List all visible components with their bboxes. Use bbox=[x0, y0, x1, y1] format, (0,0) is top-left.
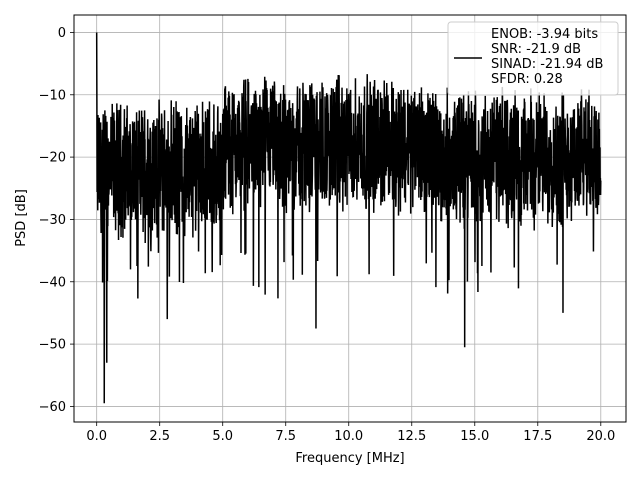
x-axis-label: Frequency [MHz] bbox=[295, 451, 404, 466]
x-tick-label: 0.0 bbox=[86, 429, 107, 444]
x-tick-label: 2.5 bbox=[149, 429, 170, 444]
psd-series-line bbox=[95, 32, 602, 404]
legend-line-enob: ENOB: -3.94 bits bbox=[491, 27, 598, 42]
plot-area bbox=[95, 32, 602, 404]
x-tick-label: 15.0 bbox=[460, 429, 489, 444]
y-tick-label: −50 bbox=[39, 338, 66, 353]
axes-frame bbox=[73, 14, 627, 423]
x-tick-label: 10.0 bbox=[334, 429, 363, 444]
legend: ENOB: -3.94 bits SNR: -21.9 dB SINAD: -2… bbox=[447, 21, 619, 96]
y-tick-label: −10 bbox=[39, 88, 66, 103]
x-tick-label: 7.5 bbox=[275, 429, 296, 444]
x-tick-label: 17.5 bbox=[523, 429, 552, 444]
y-axis: 0 −10 −20 −30 −40 −50 −60 bbox=[39, 26, 74, 415]
x-axis: 0.0 2.5 5.0 7.5 10.0 12.5 15.0 17.5 20.0 bbox=[86, 422, 615, 444]
y-tick-label: −30 bbox=[39, 213, 66, 228]
y-tick-label: −60 bbox=[39, 400, 66, 415]
y-tick-label: −20 bbox=[39, 151, 66, 166]
y-axis-label: PSD [dB] bbox=[14, 189, 29, 247]
legend-line-sfdr: SFDR: 0.28 bbox=[491, 72, 563, 87]
legend-box bbox=[447, 21, 619, 96]
legend-line-snr: SNR: -21.9 dB bbox=[491, 42, 581, 57]
legend-line-sinad: SINAD: -21.94 dB bbox=[491, 57, 603, 72]
y-tick-label: 0 bbox=[58, 26, 66, 41]
x-tick-label: 12.5 bbox=[397, 429, 426, 444]
x-tick-label: 20.0 bbox=[586, 429, 615, 444]
y-tick-label: −40 bbox=[39, 275, 66, 290]
x-tick-label: 5.0 bbox=[212, 429, 233, 444]
